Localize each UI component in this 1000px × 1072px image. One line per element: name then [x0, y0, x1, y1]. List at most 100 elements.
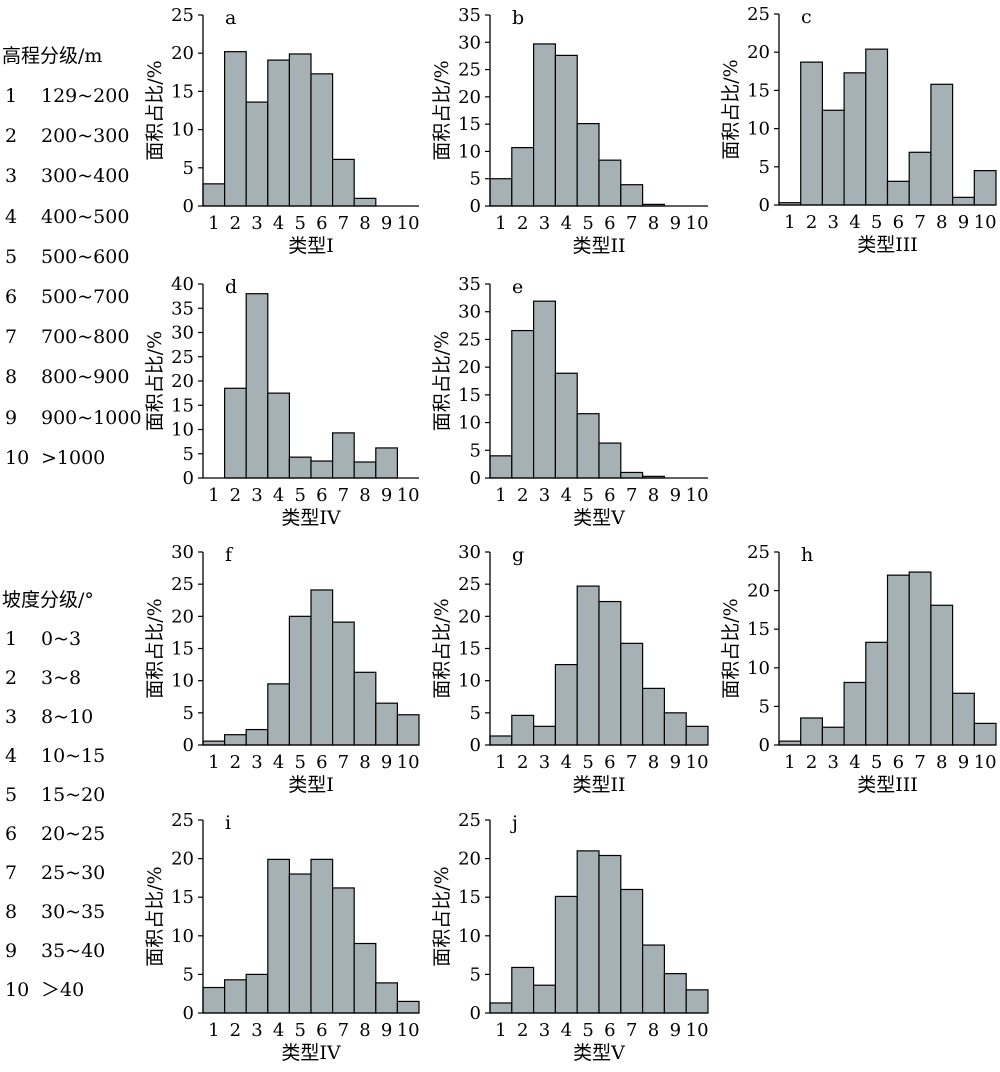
y-tick-label: 10: [458, 926, 481, 947]
bar: [576, 850, 600, 1014]
legend-item-label: 900~1000: [41, 406, 142, 429]
y-tick-label: 20: [171, 849, 194, 870]
y-tick-label: 5: [470, 964, 481, 985]
bar: [908, 571, 932, 746]
bar: [821, 726, 845, 746]
x-tick-label: 5: [294, 752, 305, 773]
x-tick-label: 9: [670, 1020, 681, 1041]
x-tick-label: 1: [208, 752, 219, 773]
bar: [288, 615, 312, 746]
legend-item-label: 15~20: [41, 784, 106, 806]
bar: [532, 725, 556, 746]
bar: [332, 158, 355, 207]
y-tick-label: 5: [470, 703, 481, 724]
bar: [973, 170, 997, 206]
x-tick-label: 10: [686, 485, 709, 506]
legend-item: 8 800~900: [2, 357, 142, 397]
y-tick-label: 5: [470, 169, 481, 190]
legend-item: 1 129~200: [2, 76, 142, 116]
y-tick-label: 25: [171, 810, 194, 831]
bar: [511, 714, 535, 746]
x-tick-label: 1: [208, 1020, 219, 1041]
x-tick-label: 9: [381, 213, 392, 234]
bar: [332, 432, 355, 479]
y-tick-label: 25: [747, 542, 770, 563]
x-tick-label: 6: [893, 752, 904, 773]
x-tick-label: 5: [871, 752, 882, 773]
x-tick-label: 1: [495, 213, 506, 234]
y-tick-label: 20: [458, 606, 481, 627]
y-tick-label: 5: [183, 964, 194, 985]
legend-item-label: 129~200: [41, 85, 130, 107]
bar: [821, 109, 845, 206]
legend-item-number: 6: [5, 285, 18, 308]
x-tick-label: 2: [517, 213, 528, 234]
x-tick-label: 6: [604, 1020, 615, 1041]
y-tick-label: 35: [171, 298, 194, 319]
legend-item: 3 8~10: [2, 698, 142, 737]
legend-item-label: 400~500: [41, 205, 130, 228]
x-tick-label: 4: [561, 485, 572, 506]
x-tick-label: 3: [251, 213, 262, 234]
bar: [663, 973, 687, 1014]
legend-item-label: 10~15: [41, 745, 106, 767]
y-tick-label: 35: [458, 5, 481, 26]
bar: [310, 858, 334, 1014]
x-tick-label: 8: [648, 1020, 659, 1041]
y-tick-label: 25: [171, 347, 194, 368]
y-tick-label: 15: [458, 887, 481, 908]
x-axis-label: 类型IV: [281, 1042, 341, 1064]
y-tick-label: 30: [458, 302, 481, 323]
bar: [642, 687, 666, 746]
bar: [288, 456, 312, 479]
y-tick-label: 10: [747, 658, 770, 679]
y-tick-label: 15: [171, 81, 194, 102]
panel-letter: h: [801, 544, 813, 566]
x-tick-label: 9: [958, 752, 969, 773]
x-axis-label: 类型III: [857, 234, 918, 256]
bar: [930, 83, 954, 206]
slope-legend-title: 坡度分级/°: [2, 589, 94, 611]
x-tick-label: 4: [561, 1020, 572, 1041]
legend-item-number: 10: [5, 446, 30, 469]
legend-item-label: 30~35: [41, 901, 106, 923]
bar: [598, 600, 622, 746]
legend-item-number: 2: [5, 667, 18, 689]
x-tick-label: 1: [208, 485, 219, 506]
x-tick-label: 6: [604, 752, 615, 773]
y-tick-label: 10: [458, 413, 481, 434]
x-tick-label: 6: [893, 212, 904, 233]
legend-item: 5 500~600: [2, 237, 142, 277]
x-axis-label: 类型II: [572, 774, 625, 796]
bar: [223, 734, 247, 746]
bar: [663, 712, 687, 746]
y-tick-label: 20: [458, 87, 481, 108]
panel-letter: g: [512, 544, 524, 566]
elevation-legend: 高程分级/m 1 129~200 2 200~300 3 300~400 4 400~5…: [2, 36, 142, 478]
bar: [223, 387, 247, 479]
panel-letter: c: [801, 6, 812, 28]
legend-item-number: 5: [5, 245, 18, 268]
x-tick-label: 2: [230, 213, 241, 234]
x-tick-label: 8: [359, 213, 370, 234]
y-tick-label: 5: [183, 158, 194, 179]
x-tick-label: 1: [784, 752, 795, 773]
x-tick-label: 10: [974, 752, 997, 773]
x-tick-label: 8: [359, 485, 370, 506]
bar: [554, 895, 578, 1014]
panel-letter: a: [225, 7, 236, 29]
x-tick-label: 6: [316, 752, 327, 773]
y-axis-label: 面积占比/%: [431, 331, 453, 431]
legend-item-label: 800~900: [41, 366, 130, 389]
legend-item: 10 ＞40: [2, 971, 142, 1010]
bar: [202, 183, 226, 207]
y-axis-label: 面积占比/%: [144, 598, 166, 698]
bar: [642, 944, 666, 1014]
panel-letter: f: [225, 544, 234, 566]
legend-item-label: 20~25: [41, 823, 106, 845]
bar: [908, 151, 932, 206]
x-tick-label: 7: [338, 213, 349, 234]
y-tick-label: 10: [171, 926, 194, 947]
